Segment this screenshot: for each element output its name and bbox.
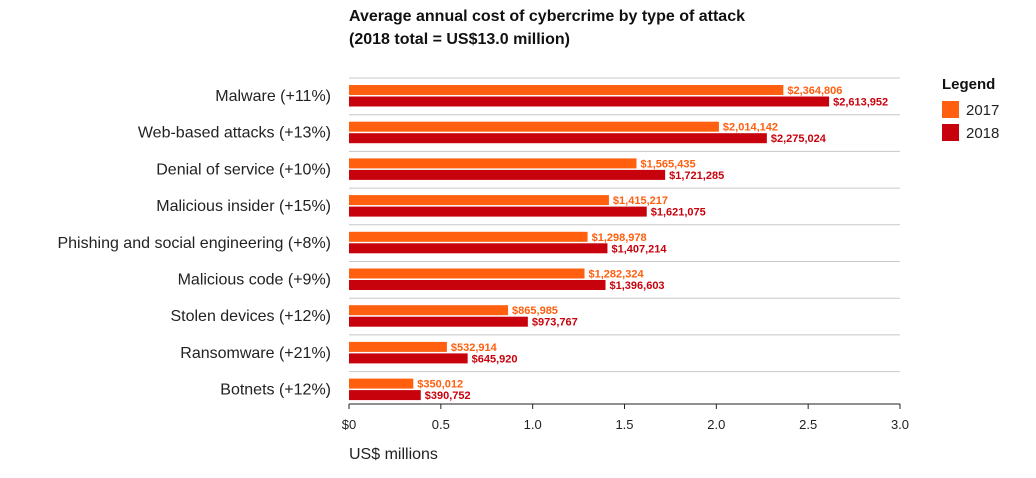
bar-2017 — [349, 158, 637, 169]
x-tick-label: 1.0 — [524, 417, 542, 432]
category-label: Phishing and social engineering (+8%) — [57, 235, 331, 252]
bar-2018 — [349, 316, 528, 327]
data-label-2017: $2,364,806 — [787, 85, 842, 97]
category-label: Web-based attacks (+13%) — [138, 125, 331, 142]
chart-subtitle: (2018 total = US$13.0 million) — [349, 31, 570, 48]
data-label-2017: $532,914 — [451, 342, 498, 354]
bar-2018 — [349, 353, 468, 364]
data-label-2017: $2,014,142 — [723, 122, 778, 134]
data-label-2018: $973,767 — [532, 317, 578, 329]
bar-2018 — [349, 206, 647, 217]
bar-2017 — [349, 305, 509, 316]
bar-2018 — [349, 169, 666, 180]
legend-label-2017: 2017 — [966, 102, 999, 119]
category-label: Ransomware (+21%) — [180, 345, 331, 362]
data-label-2017: $1,282,324 — [589, 269, 645, 281]
data-label-2017: $865,985 — [512, 305, 558, 317]
category-label: Denial of service (+10%) — [156, 161, 331, 178]
data-label-2018: $1,721,285 — [669, 170, 724, 182]
x-tick-label: 2.5 — [799, 417, 817, 432]
category-label: Malicious insider (+15%) — [156, 198, 331, 215]
bar-2017 — [349, 231, 588, 242]
bar-2018 — [349, 133, 767, 144]
bar-2017 — [349, 195, 609, 206]
data-label-2018: $1,407,214 — [611, 243, 667, 255]
category-labels: Malware (+11%) Web-based attacks (+13%) De… — [57, 88, 331, 399]
category-label: Stolen devices (+12%) — [170, 308, 331, 325]
bar-2017 — [349, 341, 447, 352]
legend-swatch-2018 — [942, 124, 959, 141]
category-label: Malware (+11%) — [215, 88, 331, 105]
bar-2017 — [349, 121, 719, 132]
data-label-2017: $350,012 — [417, 379, 463, 391]
x-tick-label: 3.0 — [891, 417, 909, 432]
category-label: Malicious code (+9%) — [178, 272, 331, 289]
bar-2017 — [349, 378, 414, 389]
x-tick-label: 0.5 — [432, 417, 450, 432]
legend-swatch-2017 — [942, 101, 959, 118]
data-label-2018: $1,621,075 — [651, 207, 706, 219]
x-tick-label: 2.0 — [707, 417, 725, 432]
bar-2018 — [349, 280, 606, 290]
gridlines — [349, 77, 900, 373]
category-label: Botnets (+12%) — [220, 382, 331, 399]
legend-title: Legend — [942, 76, 995, 93]
x-tick-label: $0 — [342, 417, 356, 432]
legend: Legend 2017 2018 — [942, 76, 999, 142]
bars — [349, 85, 830, 401]
data-label-2018: $390,752 — [425, 390, 471, 402]
bar-2018 — [349, 243, 608, 254]
data-label-2017: $1,415,217 — [613, 195, 668, 207]
data-label-2018: $1,396,603 — [610, 280, 665, 292]
data-label-2018: $2,275,024 — [771, 133, 827, 145]
bar-2018 — [349, 390, 421, 401]
x-axis-title: US$ millions — [349, 446, 438, 463]
bar-2017 — [349, 268, 585, 279]
bar-2017 — [349, 85, 784, 95]
bar-2018 — [349, 96, 830, 107]
x-tick-label: 1.5 — [615, 417, 633, 432]
data-labels: $2,364,806$2,613,952 $2,014,142$2,275,024… — [417, 85, 888, 402]
data-label-2017: $1,565,435 — [641, 158, 696, 170]
data-label-2018: $2,613,952 — [833, 97, 888, 109]
x-axis-ticks: $0 0.5 1.0 1.5 2.0 2.5 3.0 — [342, 404, 909, 432]
chart-title: Average annual cost of cybercrime by typ… — [349, 8, 745, 25]
legend-label-2018: 2018 — [966, 125, 999, 142]
data-label-2017: $1,298,978 — [592, 232, 647, 244]
data-label-2018: $645,920 — [472, 353, 518, 365]
